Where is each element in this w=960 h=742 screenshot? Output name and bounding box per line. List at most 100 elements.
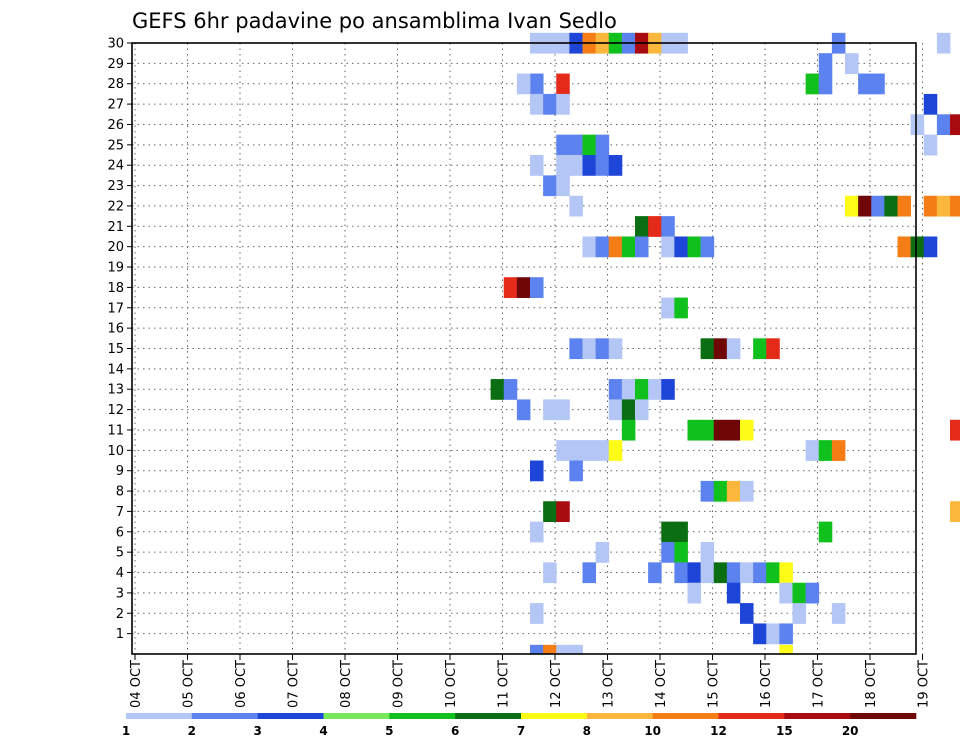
y-tick-label: 12 (107, 403, 124, 418)
heatmap-cell (569, 134, 583, 156)
x-tick-label: 10 OCT (444, 660, 459, 708)
heatmap-cell (687, 236, 702, 258)
heatmap-cell (713, 562, 728, 584)
x-tick-label: 19 OCT (917, 660, 932, 708)
heatmap-cell (831, 603, 846, 624)
colorbar-label: 6 (451, 724, 459, 738)
heatmap-cell (923, 236, 938, 258)
heatmap-cell (543, 501, 557, 523)
y-tick-label: 23 (107, 179, 124, 194)
heatmap-cell (608, 155, 623, 176)
y-tick-label: 24 (107, 159, 124, 174)
heatmap-cell (700, 562, 715, 584)
heatmap-cell (845, 195, 859, 217)
y-tick-label: 6 (116, 525, 124, 540)
y-tick-label: 4 (116, 566, 124, 581)
x-tick-label: 13 OCT (602, 660, 617, 708)
heatmap-cell (556, 93, 570, 115)
heatmap-cell (687, 582, 702, 604)
colorbar-label: 10 (644, 724, 661, 738)
y-tick-label: 19 (107, 261, 124, 276)
heatmap-cell (621, 379, 636, 400)
heatmap-cell (713, 338, 728, 360)
heatmap-cell (595, 440, 610, 461)
heatmap-cell (700, 541, 715, 563)
heatmap-cell (726, 582, 741, 604)
colorbar-swatch (718, 713, 785, 719)
x-tick-label: 12 OCT (549, 660, 564, 708)
heatmap-cell (543, 399, 557, 421)
heatmap-cell (621, 399, 636, 421)
heatmap-cell (726, 338, 741, 360)
heatmap-cell (713, 480, 728, 502)
heatmap-cell (700, 480, 715, 502)
y-tick-label: 28 (107, 77, 124, 92)
heatmap-cell (831, 440, 846, 461)
heatmap-cell (661, 216, 675, 237)
colorbar-swatch (257, 713, 324, 719)
heatmap-cell (648, 216, 662, 237)
heatmap-cell (766, 562, 780, 584)
heatmap-cell (766, 623, 780, 645)
heatmap-cell (595, 236, 610, 258)
heatmap-cell (530, 155, 544, 176)
heatmap-cell (608, 399, 623, 421)
heatmap-cell (582, 134, 597, 156)
y-tick-label: 15 (107, 342, 124, 357)
colorbar-swatch (455, 713, 522, 719)
y-tick-label: 29 (107, 57, 124, 72)
heatmap-cell (871, 73, 885, 95)
heatmap-cell (556, 644, 570, 655)
heatmap-cell (818, 440, 833, 461)
heatmap-cell (530, 644, 544, 655)
heatmap-cell (779, 644, 793, 655)
heatmap-cell (569, 155, 583, 176)
heatmap-cell (608, 379, 623, 400)
heatmap-cell (543, 562, 557, 584)
y-tick-label: 1 (116, 627, 124, 642)
heatmap-cell (950, 195, 960, 217)
heatmap-cell (635, 216, 649, 237)
heatmap-cell (556, 175, 570, 197)
heatmap-cell (700, 236, 715, 258)
heatmap-cell (569, 440, 583, 461)
x-tick-label: 17 OCT (812, 660, 827, 708)
heatmap-cell (753, 562, 767, 584)
heatmap-cell (726, 480, 741, 502)
heatmap-cell (818, 53, 833, 74)
heatmap-cell (595, 541, 610, 563)
colorbar-swatch (389, 713, 456, 719)
y-tick-label: 2 (116, 607, 124, 622)
heatmap-cell (936, 114, 951, 136)
colorbar-label: 8 (583, 724, 591, 738)
heatmap-cell (923, 93, 938, 115)
y-tick-label: 9 (116, 464, 124, 479)
heatmap-cell (530, 277, 544, 298)
heatmap-cell (779, 582, 793, 604)
heatmap-cell (635, 399, 649, 421)
heatmap-cell (936, 32, 951, 54)
heatmap-cell (805, 582, 820, 604)
y-tick-label: 18 (107, 281, 124, 296)
heatmap-cell (556, 155, 570, 176)
y-tick-label: 22 (107, 199, 124, 214)
heatmap-cell (779, 623, 793, 645)
heatmap-cell (556, 134, 570, 156)
heatmap-cell (569, 460, 583, 482)
colorbar-label: 15 (776, 724, 793, 738)
heatmap-cell (556, 501, 570, 523)
heatmap-cell (700, 419, 715, 441)
heatmap-cell (516, 277, 531, 298)
heatmap-cell (871, 195, 885, 217)
heatmap-cell (950, 501, 960, 523)
heatmap-cell (845, 53, 859, 74)
y-axis-ticks: 1234567891011121314151617181920212223242… (107, 37, 132, 642)
heatmap-cell (543, 644, 557, 655)
y-tick-label: 3 (116, 586, 124, 601)
heatmap-cell (661, 297, 675, 319)
colorbar-swatch (784, 713, 851, 719)
heatmap-cell (582, 236, 597, 258)
heatmap-cell (530, 73, 544, 95)
y-tick-label: 10 (107, 444, 124, 459)
